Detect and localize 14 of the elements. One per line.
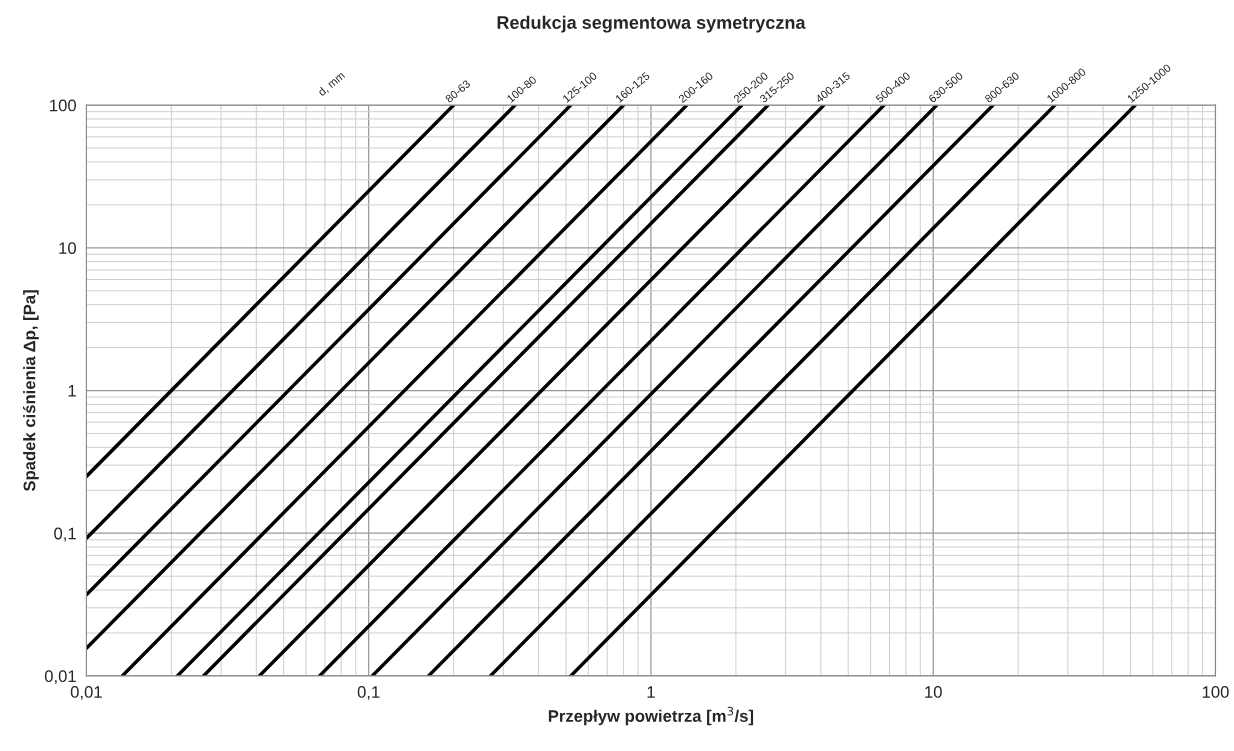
text: d, mm: [317, 70, 347, 98]
x-tick-label: 10: [925, 686, 942, 698]
x-tick-label: 100: [1202, 686, 1229, 698]
y-tick-label: 1: [68, 385, 76, 397]
x-tick-label: 0,1: [357, 686, 380, 700]
x-tick-label: 0,01: [70, 686, 102, 700]
y-axis-title: Spadek ciśnienia Δp, [Pa]: [22, 290, 39, 492]
x-axis-title: Przepływ powietrza [m$^{3}$/s]: [548, 706, 754, 726]
y-tick-label: 0,1: [54, 527, 76, 542]
y-tick-label: 0,01: [44, 670, 76, 685]
chart-title: Redukcja segmentowa symetryczna: [497, 15, 806, 33]
y-tick-label: 100: [50, 99, 77, 112]
x-tick-label: 1: [647, 686, 655, 698]
y-tick-label: 10: [59, 242, 77, 255]
